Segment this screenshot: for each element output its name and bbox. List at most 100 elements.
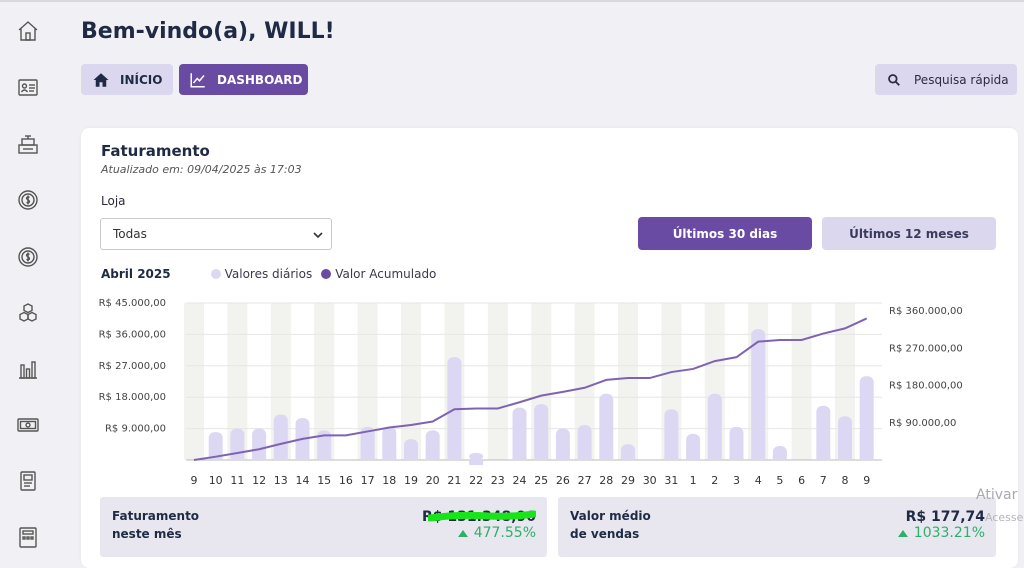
daily-value-bar-base: [621, 454, 635, 460]
daily-value-bar-base: [512, 454, 527, 460]
x-tick-label: 7: [820, 474, 827, 487]
y-left-tick-label: R$ 36.000,00: [99, 329, 166, 340]
last-30-days-button[interactable]: Últimos 30 dias: [638, 217, 812, 250]
summary-avg-label-line2: de vendas: [570, 527, 640, 541]
sidebar-item-clients[interactable]: [14, 73, 42, 101]
windows-activation-watermark: Ativar: [976, 487, 1018, 503]
daily-value-bar: [599, 393, 614, 460]
home-button-label: INÍCIO: [120, 72, 163, 87]
daily-value-bar-base: [295, 454, 310, 460]
daily-value-bar-base: [772, 454, 787, 460]
x-tick-label: 26: [556, 474, 570, 487]
x-tick-label: 2: [711, 474, 718, 487]
chart-legend: Abril 2025 Valores diários Valor Acumula…: [101, 267, 445, 281]
line-chart-icon: [190, 72, 205, 87]
daily-value-bar-base: [599, 454, 614, 460]
x-tick-label: 4: [755, 474, 762, 487]
dashboard-button[interactable]: DASHBOARD: [179, 64, 308, 95]
x-tick-label: 11: [230, 474, 244, 487]
daily-value-bar-base: [273, 454, 288, 460]
x-tick-label: 16: [339, 474, 353, 487]
arrow-up-icon: [457, 529, 468, 537]
chart-column-band: [791, 303, 812, 460]
x-tick-label: 13: [274, 474, 288, 487]
x-tick-label: 24: [513, 474, 527, 487]
sidebar-item-home[interactable]: [14, 17, 42, 45]
x-tick-label: 20: [426, 474, 440, 487]
sidebar-item-receivables[interactable]: [14, 186, 42, 214]
x-tick-label: 31: [664, 474, 678, 487]
y-left-tick-label: R$ 27.000,00: [99, 361, 166, 372]
cash-register-icon: [18, 135, 38, 154]
daily-value-bar: [816, 405, 831, 460]
chart-month-label: Abril 2025: [101, 267, 171, 281]
legend-daily-label: Valores diários: [224, 267, 313, 281]
daily-value-bar: [469, 453, 484, 460]
daily-value-bar-base: [664, 454, 679, 460]
summary-month-change: 477.55%: [457, 525, 536, 541]
legend-daily-swatch: [210, 269, 221, 279]
daily-value-bar-base: [577, 454, 592, 460]
summary-avg-label-line1: Valor médio: [570, 509, 651, 523]
sidebar-item-inventory[interactable]: [14, 299, 42, 327]
sidebar-item-pos[interactable]: [14, 130, 42, 158]
summary-month-change-text: 477.55%: [473, 525, 536, 541]
revenue-chart: R$ 9.000,00 R$ 18.000,00 R$ 27.000,00 R$ 36…: [99, 298, 963, 487]
daily-value-bar: [252, 428, 267, 460]
chart-column-band: [487, 303, 508, 460]
summary-average-sale: Valor médio de vendas R$ 177,74 1033.21%: [558, 497, 996, 557]
sidebar-item-documents[interactable]: [14, 467, 42, 495]
daily-value-bar: [317, 430, 332, 460]
daily-value-bar-base: [816, 454, 831, 460]
summary-avg-change: 1033.21%: [897, 525, 985, 541]
revenue-title: Faturamento: [101, 142, 210, 160]
last-12-months-button[interactable]: Últimos 12 meses: [822, 217, 996, 250]
x-tick-label: 1: [690, 474, 697, 487]
daily-value-bar-base: [859, 454, 874, 460]
legend-accumulated[interactable]: Valor Acumulado: [321, 267, 436, 281]
daily-value-bar-base: [534, 454, 549, 460]
top-border: [0, 0, 1024, 2]
daily-value-bar-base: [230, 454, 245, 460]
daily-value-bar-base: [317, 454, 332, 460]
daily-value-bar: [577, 425, 592, 460]
id-card-icon: [18, 79, 38, 96]
summary-avg-value: R$ 177,74: [905, 509, 985, 525]
sidebar-item-calculator[interactable]: [14, 523, 42, 551]
green-highlighter-mark: [428, 510, 536, 522]
quick-search-button[interactable]: Pesquisa rápida: [875, 64, 1017, 95]
daily-value-bar: [360, 426, 375, 460]
legend-accumulated-label: Valor Acumulado: [335, 267, 437, 281]
sidebar-item-finance[interactable]: [14, 411, 42, 439]
x-tick-label: 3: [733, 474, 740, 487]
daily-value-bar-base: [447, 454, 462, 460]
money-cycle-icon: [18, 247, 38, 267]
sidebar-item-reports[interactable]: [14, 355, 42, 383]
daily-value-bar-base: [729, 454, 744, 460]
daily-value-bar: [534, 404, 549, 460]
store-select[interactable]: Todas: [100, 218, 332, 250]
legend-daily[interactable]: Valores diários: [210, 267, 313, 281]
x-tick-label: 22: [469, 474, 483, 487]
home-icon: [18, 21, 38, 41]
page-title: Bem-vindo(a), WILL!: [81, 19, 335, 44]
y-right-tick-label: R$ 90.000,00: [889, 418, 956, 429]
updated-timestamp: Atualizado em: 09/04/2025 às 17:03: [101, 163, 302, 176]
daily-value-bar: [425, 430, 440, 460]
x-tick-label: 6: [798, 474, 805, 487]
x-tick-label: 27: [578, 474, 592, 487]
y-right-tick-label: R$ 180.000,00: [889, 381, 963, 392]
legend-accumulated-swatch: [321, 269, 332, 279]
x-tick-label: 25: [534, 474, 548, 487]
daily-value-bar: [382, 426, 397, 460]
daily-value-bar-base: [252, 454, 267, 460]
summary-month-label-line1: Faturamento: [112, 509, 200, 523]
home-button[interactable]: INÍCIO: [81, 64, 173, 95]
x-tick-label: 30: [643, 474, 657, 487]
x-tick-label: 21: [447, 474, 461, 487]
sidebar-item-payables[interactable]: [14, 243, 42, 271]
x-tick-label: 29: [621, 474, 635, 487]
quick-search-label: Pesquisa rápida: [914, 72, 1009, 87]
summary-avg-change-text: 1033.21%: [913, 525, 985, 541]
daily-value-bar-base: [425, 454, 440, 460]
